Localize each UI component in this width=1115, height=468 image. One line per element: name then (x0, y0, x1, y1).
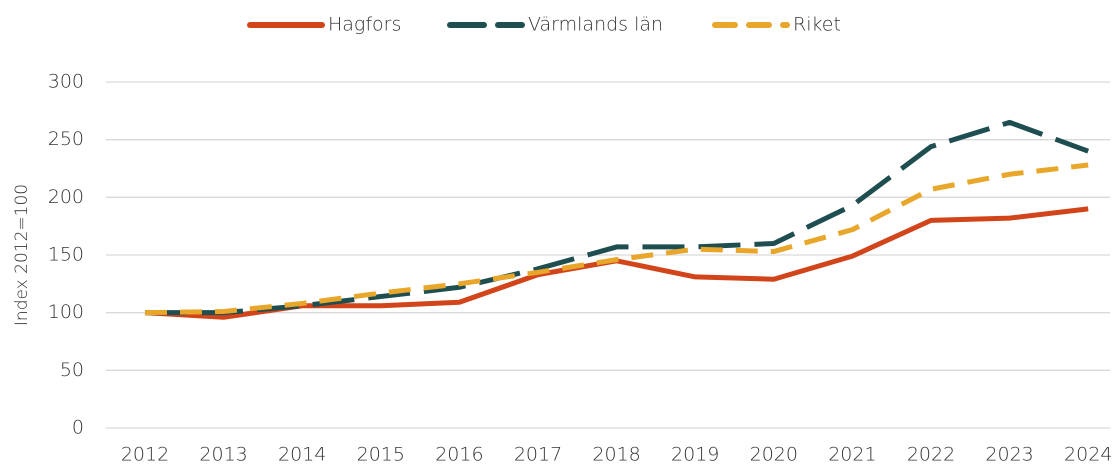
x-tick-label: 2024 (1064, 444, 1112, 466)
x-tick-label: 2020 (750, 444, 798, 466)
x-tick-label: 2022 (907, 444, 955, 466)
x-tick-label: 2012 (121, 444, 169, 466)
legend-label: Riket (793, 14, 841, 36)
series-line (144, 162, 1089, 316)
legend-label: Värmlands län (528, 14, 663, 36)
x-tick-label: 2018 (592, 444, 640, 466)
x-tick-label: 2019 (671, 444, 719, 466)
x-tick-label: 2021 (828, 444, 876, 466)
x-tick-label: 2013 (199, 444, 247, 466)
y-tick-label: 100 (48, 301, 84, 323)
series-line (145, 119, 1090, 316)
y-tick-label: 300 (48, 71, 84, 93)
y-tick-label: 50 (60, 359, 84, 381)
series-line (144, 206, 1089, 320)
y-tick-label: 250 (48, 128, 84, 150)
legend-label: Hagfors (328, 14, 401, 36)
y-axis-label: Index 2012=100 (12, 184, 32, 326)
y-tick-label: 150 (48, 244, 84, 266)
y-tick-label: 200 (48, 186, 84, 208)
y-tick-label: 0 (72, 417, 84, 439)
x-tick-label: 2015 (357, 444, 405, 466)
x-tick-label: 2023 (985, 444, 1033, 466)
x-tick-label: 2017 (514, 444, 562, 466)
x-tick-label: 2016 (435, 444, 483, 466)
x-tick-label: 2014 (278, 444, 326, 466)
